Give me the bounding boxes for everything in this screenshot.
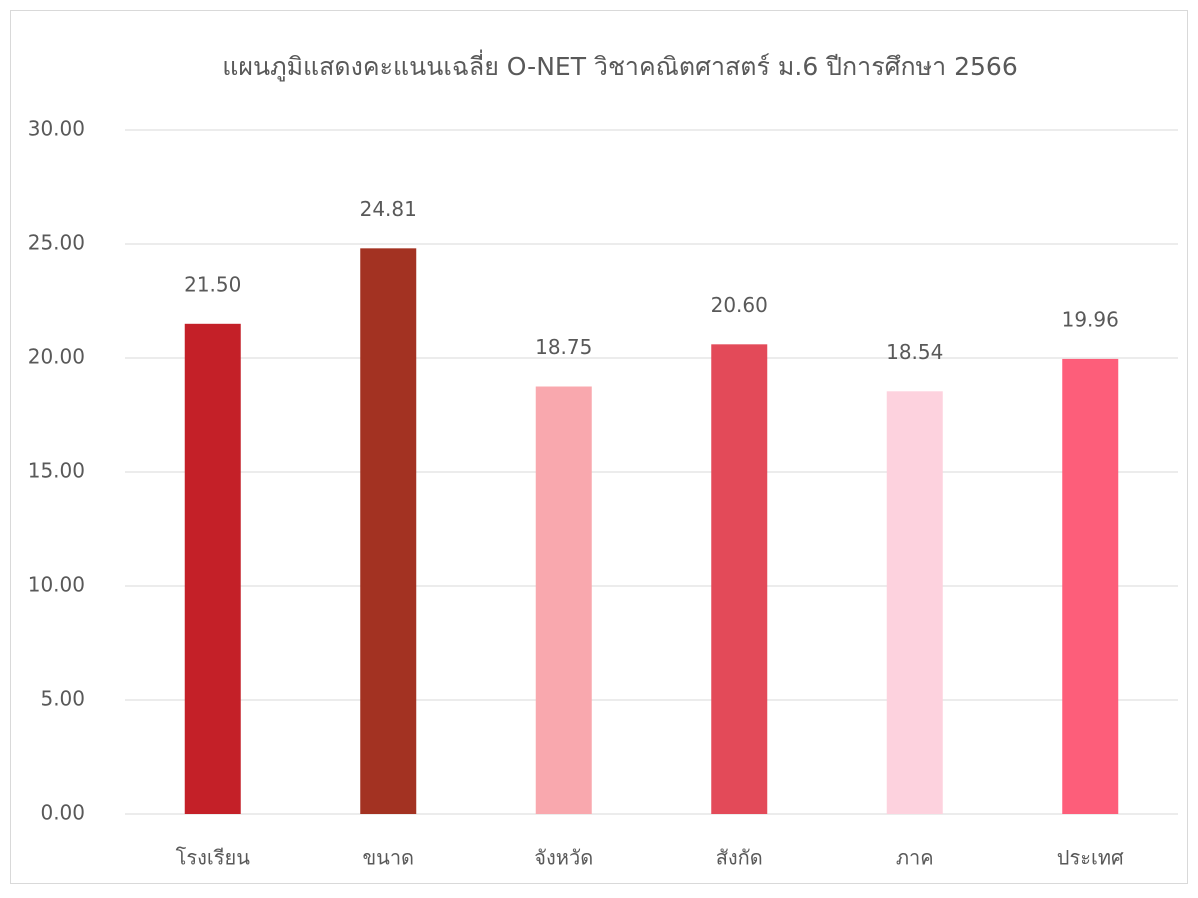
x-tick-label: สังกัด [716,846,763,870]
data-label: 19.96 [1062,307,1119,331]
y-tick-label: 25.00 [28,231,85,255]
bar [711,344,768,814]
data-label: 18.75 [535,335,592,359]
data-label: 20.60 [711,293,768,317]
x-tick-label: โรงเรียน [176,846,251,870]
y-tick-label: 20.00 [28,345,85,369]
bar [360,248,417,814]
x-tick-label: ประเทศ [1057,846,1124,870]
bar [184,323,241,814]
y-tick-label: 15.00 [28,459,85,483]
y-tick-label: 0.00 [40,801,85,825]
y-tick-label: 30.00 [28,117,85,141]
bar [535,386,592,814]
chart-title: แผนภูมิแสดงคะแนนเฉลี่ย O-NET วิชาคณิตศาส… [222,49,1017,82]
bar [1062,358,1119,814]
data-label: 18.54 [886,340,943,364]
x-tick-label: ภาค [896,846,934,870]
y-tick-label: 10.00 [28,573,85,597]
x-tick-label: ขนาด [362,846,414,870]
x-tick-label: จังหวัด [534,846,593,870]
data-label: 21.50 [184,272,241,296]
data-label: 24.81 [360,197,417,221]
y-tick-label: 5.00 [40,687,85,711]
bar [886,391,943,814]
